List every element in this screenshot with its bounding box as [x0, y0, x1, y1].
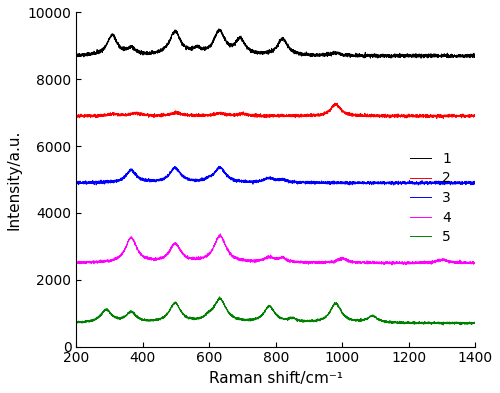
Legend: 1, 2, 3, 4, 5: 1, 2, 3, 4, 5 — [404, 146, 456, 250]
X-axis label: Raman shift/cm⁻¹: Raman shift/cm⁻¹ — [209, 371, 343, 386]
Y-axis label: Intensity/a.u.: Intensity/a.u. — [7, 129, 22, 230]
